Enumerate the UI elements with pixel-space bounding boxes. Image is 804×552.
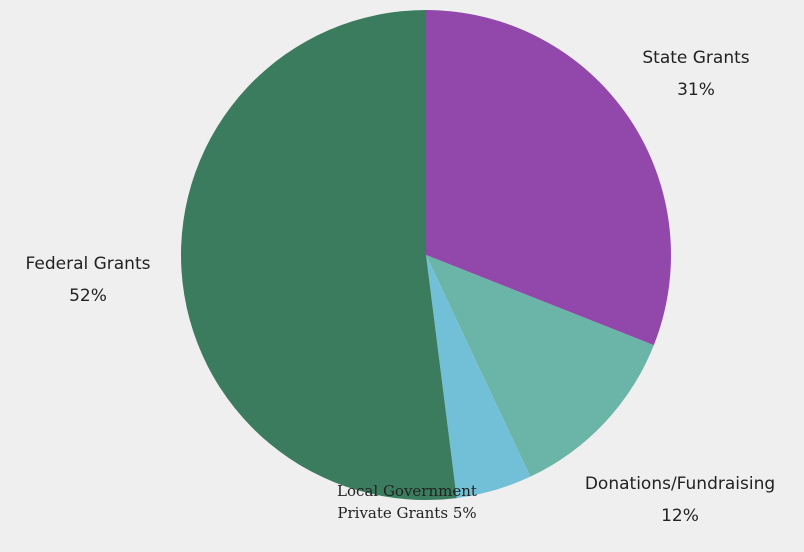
slice-label: Local Government Private Grants 5%: [312, 480, 502, 524]
value-label: 12%: [661, 506, 699, 526]
category-label: State Grants: [642, 48, 750, 68]
pie-slice: [426, 10, 671, 346]
pie-slice: [181, 10, 457, 500]
slice-label: Donations/Fundraising 12%: [560, 468, 800, 532]
slice-label: State Grants 31%: [596, 42, 796, 106]
category-label: Donations/Fundraising: [584, 474, 776, 494]
pie-slice: [426, 255, 531, 499]
slice-label: Federal Grants 52%: [0, 248, 176, 312]
pie-slice: [426, 255, 654, 477]
value-label: 5%: [452, 504, 477, 522]
category-label: Federal Grants: [25, 254, 151, 274]
category-label: Local Government Private Grants: [337, 482, 477, 522]
value-label: 31%: [677, 80, 715, 100]
value-label: 52%: [69, 286, 107, 306]
